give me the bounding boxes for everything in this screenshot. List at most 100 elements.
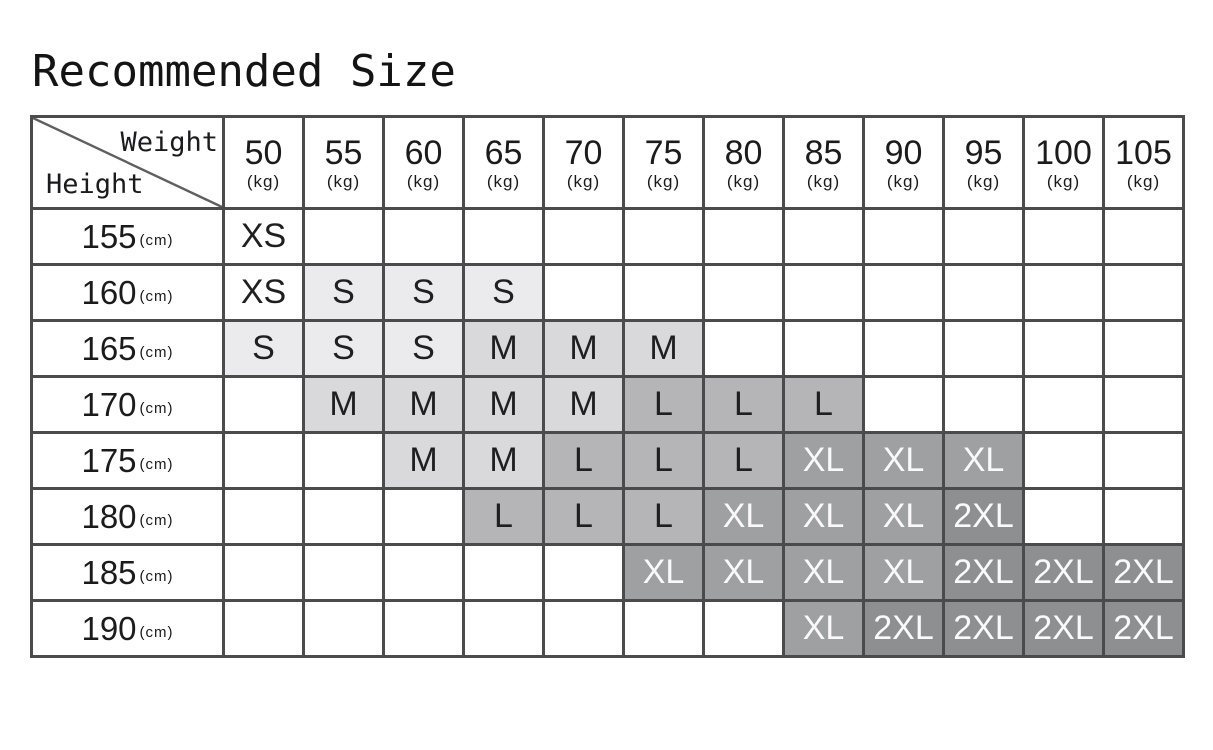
corner-cell: Weight Height	[30, 115, 225, 210]
size-cell	[462, 599, 545, 658]
size-cell	[222, 431, 305, 490]
size-cell	[782, 263, 865, 322]
weight-unit: (kg)	[886, 172, 921, 192]
size-cell: XL	[862, 487, 945, 546]
size-cell: 2XL	[1022, 543, 1105, 602]
weight-value: 65	[484, 134, 523, 173]
height-unit: (cm)	[139, 623, 174, 641]
weight-header: 50 (kg)	[222, 115, 305, 210]
size-cell	[542, 543, 625, 602]
weight-header: 100 (kg)	[1022, 115, 1105, 210]
size-cell	[702, 207, 785, 266]
size-cell: M	[382, 375, 465, 434]
size-cell: 2XL	[1022, 599, 1105, 658]
table-row: 160 (cm) XS S S S	[30, 263, 1185, 322]
size-cell	[1022, 207, 1105, 266]
height-value: 185	[81, 553, 137, 591]
height-unit: (cm)	[139, 511, 174, 529]
size-cell	[382, 207, 465, 266]
height-header: 155 (cm)	[30, 207, 225, 266]
size-cell	[862, 319, 945, 378]
height-header: 170 (cm)	[30, 375, 225, 434]
weight-unit: (kg)	[566, 172, 601, 192]
size-cell	[702, 319, 785, 378]
size-cell: XL	[782, 599, 865, 658]
height-header: 190 (cm)	[30, 599, 225, 658]
height-unit: (cm)	[139, 231, 174, 249]
size-cell: L	[462, 487, 545, 546]
table-body: 155 (cm) XS 160 (cm) XS S S S 165 (cm) S S S M M M 170 (cm…	[30, 207, 1185, 658]
height-header: 175 (cm)	[30, 431, 225, 490]
weight-unit: (kg)	[406, 172, 441, 192]
size-cell: XL	[702, 487, 785, 546]
table-row: 175 (cm) M M L L L XL XL XL	[30, 431, 1185, 490]
size-cell	[782, 207, 865, 266]
size-cell: 2XL	[942, 487, 1025, 546]
height-value: 170	[81, 385, 137, 423]
weight-value: 100	[1035, 134, 1092, 173]
size-cell: L	[702, 431, 785, 490]
weight-header: 75 (kg)	[622, 115, 705, 210]
height-value: 160	[81, 273, 137, 311]
size-cell: M	[542, 375, 625, 434]
size-cell	[302, 431, 385, 490]
weight-value: 55	[324, 134, 363, 173]
size-cell	[1022, 319, 1105, 378]
size-cell: 2XL	[942, 543, 1025, 602]
diagonal-divider	[33, 118, 222, 207]
height-axis-label: Height	[46, 169, 144, 200]
size-cell	[542, 263, 625, 322]
size-cell: S	[462, 263, 545, 322]
weight-header: 80 (kg)	[702, 115, 785, 210]
height-header: 185 (cm)	[30, 543, 225, 602]
weight-unit: (kg)	[1046, 172, 1081, 192]
size-cell	[222, 599, 305, 658]
header-row: Weight Height 50 (kg) 55 (kg) 60 (kg) 65 (kg) 70…	[30, 115, 1185, 210]
size-cell: XL	[942, 431, 1025, 490]
table-row: 155 (cm) XS	[30, 207, 1185, 266]
size-cell: M	[462, 375, 545, 434]
size-cell: XL	[782, 543, 865, 602]
height-unit: (cm)	[139, 287, 174, 305]
size-cell	[622, 263, 705, 322]
table-row: 165 (cm) S S S M M M	[30, 319, 1185, 378]
size-cell	[1022, 263, 1105, 322]
weight-unit: (kg)	[806, 172, 841, 192]
weight-header: 90 (kg)	[862, 115, 945, 210]
height-value: 190	[81, 609, 137, 647]
size-cell	[302, 599, 385, 658]
size-cell: L	[622, 431, 705, 490]
weight-unit: (kg)	[726, 172, 761, 192]
size-cell	[542, 207, 625, 266]
size-cell	[702, 599, 785, 658]
page-title: Recommended Size	[32, 46, 456, 97]
height-header: 160 (cm)	[30, 263, 225, 322]
size-cell: XL	[862, 543, 945, 602]
size-cell	[862, 375, 945, 434]
size-cell: 2XL	[1102, 599, 1185, 658]
height-unit: (cm)	[139, 567, 174, 585]
size-cell	[942, 263, 1025, 322]
size-cell	[1022, 431, 1105, 490]
size-cell	[1102, 207, 1185, 266]
size-cell: S	[302, 263, 385, 322]
weight-axis-label: Weight	[120, 127, 218, 158]
table-row: 190 (cm) XL 2XL 2XL 2XL 2XL	[30, 599, 1185, 658]
weight-value: 75	[644, 134, 683, 173]
weight-unit: (kg)	[1126, 172, 1161, 192]
size-cell: S	[222, 319, 305, 378]
size-cell: XS	[222, 263, 305, 322]
weight-value: 70	[564, 134, 603, 173]
weight-header: 55 (kg)	[302, 115, 385, 210]
size-cell	[1102, 319, 1185, 378]
weight-unit: (kg)	[966, 172, 1001, 192]
size-cell: M	[382, 431, 465, 490]
weight-header: 70 (kg)	[542, 115, 625, 210]
size-cell: S	[302, 319, 385, 378]
size-cell	[1102, 487, 1185, 546]
weight-value: 85	[804, 134, 843, 173]
size-cell: XL	[782, 487, 865, 546]
weight-value: 105	[1115, 134, 1172, 173]
size-cell	[382, 487, 465, 546]
size-cell: M	[462, 319, 545, 378]
